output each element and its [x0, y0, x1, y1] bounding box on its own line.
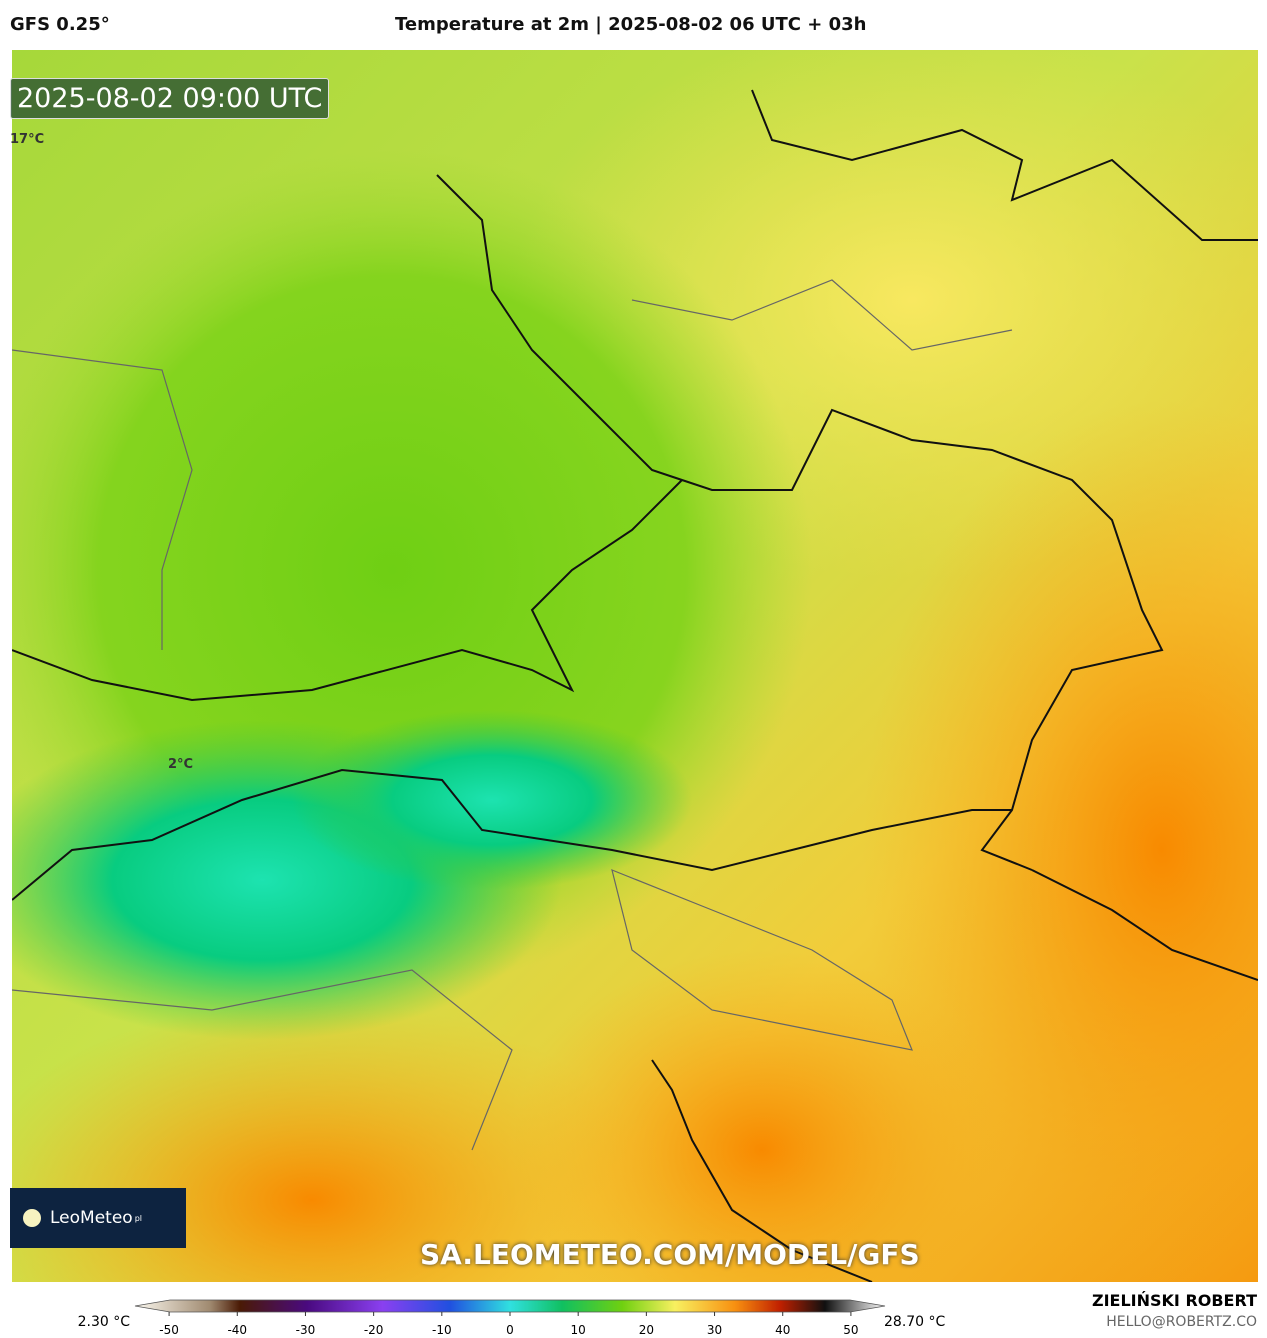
map: [12, 50, 1258, 1282]
model-name: GFS 0.25°: [10, 14, 110, 35]
colorbar-tick-label: -40: [227, 1323, 247, 1337]
colorbar-tick-label: -20: [364, 1323, 384, 1337]
author: ZIELIŃSKI ROBERT: [1091, 1291, 1257, 1310]
logo-sun: [23, 1209, 41, 1227]
colorbar-tick-label: -30: [296, 1323, 316, 1337]
temp-label: 2°C: [168, 757, 194, 772]
min-label: 2.30 °C: [78, 1314, 131, 1330]
colorbar-tick-label: 30: [707, 1323, 722, 1337]
logo-text: LeoMeteo: [50, 1208, 133, 1228]
colorbar-tick-label: 40: [775, 1323, 790, 1337]
timestamp: 2025-08-02 09:00 UTC: [10, 78, 330, 119]
colorbar-tick-label: 20: [639, 1323, 654, 1337]
email: HELLO@ROBERTZ.CO: [1106, 1314, 1257, 1330]
colorbar-tick-label: 10: [571, 1323, 586, 1337]
colorbar-tick-label: 50: [843, 1323, 858, 1337]
logo: LeoMeteo pl: [10, 1188, 186, 1248]
colorbar-tick-label: 0: [506, 1323, 514, 1337]
colorbar: 2.30 °C 28.70 °C -50 -40 -30 -20 -10 0 10 20 30 4…: [78, 1299, 946, 1337]
min-temp-label: 17°C: [10, 132, 45, 147]
colorbar-tick-label: -50: [159, 1323, 179, 1337]
colorbar-scale: [134, 1299, 886, 1313]
logo-suffix: pl: [134, 1213, 142, 1223]
watermark: SA.LEOMETEO.COM/MODEL/GFS: [420, 1238, 920, 1271]
map-title: Temperature at 2m | 2025-08-02 06 UTC + …: [395, 14, 867, 35]
max-label: 28.70 °C: [884, 1314, 946, 1330]
colorbar-tick-label: -10: [432, 1323, 452, 1337]
